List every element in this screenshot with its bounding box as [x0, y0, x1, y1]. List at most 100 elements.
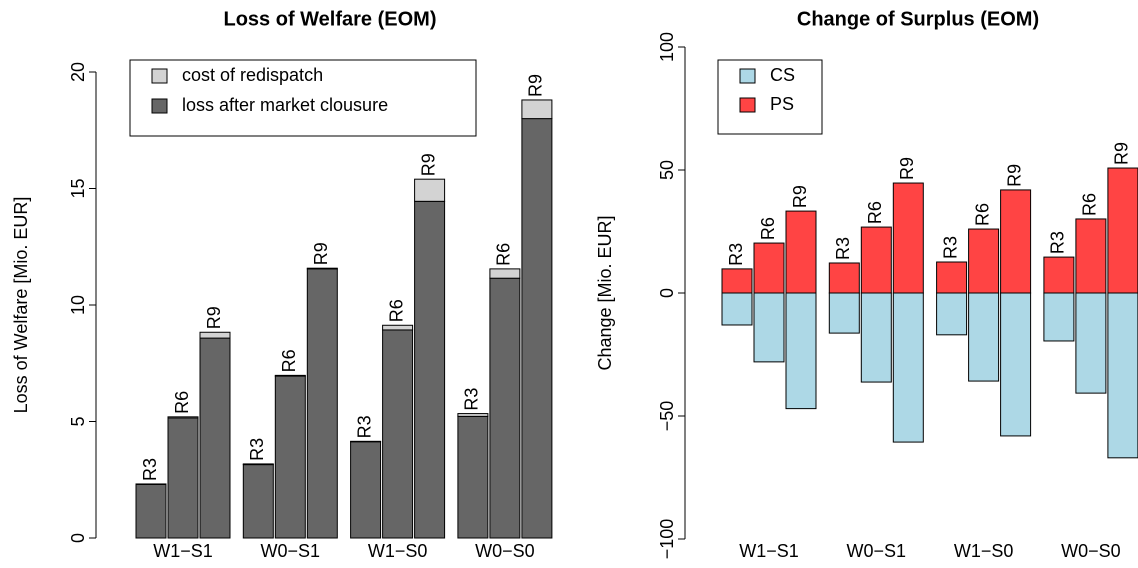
bar [936, 292, 968, 336]
legend-label: PS [770, 94, 794, 114]
y-tick-label: 0 [657, 288, 677, 298]
bar [457, 415, 489, 539]
y-tick-label: 50 [657, 160, 677, 180]
bar [274, 375, 306, 539]
bar [489, 268, 521, 279]
bar [1043, 256, 1075, 294]
bar [785, 292, 817, 410]
bar [199, 331, 231, 339]
bar-label: R3 [354, 415, 374, 438]
bar [521, 118, 553, 539]
x-tick-label: W0−S1 [261, 541, 321, 561]
legend-label: cost of redispatch [182, 65, 323, 85]
bar-label: R9 [204, 306, 224, 329]
bar [1000, 292, 1032, 437]
y-tick-label: 15 [68, 178, 88, 198]
bar-label: R9 [311, 242, 331, 265]
bar [753, 292, 785, 363]
bar-label: R6 [865, 201, 885, 224]
y-tick-label: 10 [68, 295, 88, 315]
bar-label: R6 [972, 203, 992, 226]
bar-label: R6 [758, 217, 778, 240]
legend-label: CS [770, 65, 795, 85]
x-tick-label: W0−S0 [1061, 541, 1121, 561]
bar [306, 268, 338, 539]
bar-label: R3 [833, 237, 853, 260]
x-tick-label: W1−S1 [739, 541, 799, 561]
y-tick-label: 5 [68, 416, 88, 426]
bar-label: R6 [279, 349, 299, 372]
bar [167, 417, 199, 539]
bar [382, 324, 414, 331]
legend-label: loss after market clousure [182, 95, 388, 115]
bar [721, 268, 753, 294]
bar [828, 262, 860, 294]
legend-swatch [151, 68, 168, 84]
bar [414, 178, 446, 202]
legend-swatch [739, 68, 756, 84]
bar [1043, 292, 1075, 342]
bar-label: R6 [1080, 193, 1100, 216]
bar [753, 242, 785, 294]
bar-label: R9 [897, 157, 917, 180]
chart-title: Change of Surplus (EOM) [797, 8, 1039, 30]
y-tick-label: −100 [657, 519, 677, 560]
bar-label: R9 [526, 74, 546, 97]
chart-title: Loss of Welfare (EOM) [224, 8, 437, 30]
legend-swatch [739, 97, 756, 113]
x-tick-label: W1−S1 [153, 541, 213, 561]
legend-box [129, 59, 477, 137]
x-tick-label: W0−S1 [847, 541, 907, 561]
bar [1075, 218, 1107, 294]
y-axis-title: Change [Mio. EUR] [595, 215, 615, 370]
bar-label: R3 [462, 388, 482, 411]
bar [414, 200, 446, 539]
bar [167, 416, 199, 419]
bar [968, 228, 1000, 294]
bar-label: R3 [726, 243, 746, 266]
bar [860, 226, 892, 294]
legend-box [717, 59, 823, 135]
bar [1000, 189, 1032, 294]
bar-label: R6 [386, 299, 406, 322]
bar [199, 337, 231, 539]
bar-label: R9 [418, 153, 438, 176]
bar [892, 292, 924, 443]
bar [306, 267, 338, 270]
bar [489, 277, 521, 539]
bar [242, 463, 274, 466]
y-tick-label: −50 [657, 401, 677, 432]
x-tick-label: W1−S0 [954, 541, 1014, 561]
bar [350, 441, 382, 539]
bar [521, 99, 553, 120]
bar-label: R9 [1112, 142, 1132, 165]
legend-swatch [151, 98, 168, 114]
bar [828, 292, 860, 334]
bar [1107, 167, 1138, 294]
y-tick-label: 100 [657, 32, 677, 62]
bar-label: R6 [494, 243, 514, 266]
bar-label: R6 [172, 391, 192, 414]
bar [135, 483, 167, 539]
bar-label: R9 [1004, 164, 1024, 187]
bar-label: R3 [1048, 231, 1068, 254]
bar [721, 292, 753, 326]
y-tick-label: 0 [68, 533, 88, 543]
bar-label: R3 [940, 236, 960, 259]
bar [860, 292, 892, 383]
x-tick-label: W0−S0 [475, 541, 535, 561]
bar [892, 182, 924, 294]
bar [1075, 292, 1107, 394]
bar [274, 374, 306, 377]
bar [785, 210, 817, 294]
y-tick-label: 20 [68, 62, 88, 82]
bar-label: R3 [247, 438, 267, 461]
y-axis-title: Loss of Welfare [Mio. EUR] [11, 197, 31, 414]
bar-label: R9 [790, 185, 810, 208]
bar [968, 292, 1000, 382]
bar [242, 464, 274, 539]
bar [457, 413, 489, 417]
x-tick-label: W1−S0 [368, 541, 428, 561]
bar-label: R3 [140, 458, 160, 481]
